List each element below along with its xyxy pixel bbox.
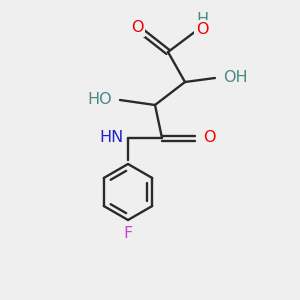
Text: O: O xyxy=(196,22,208,37)
Text: F: F xyxy=(123,226,133,242)
Text: H: H xyxy=(196,13,208,28)
Text: O: O xyxy=(131,20,143,35)
Text: HO: HO xyxy=(87,92,112,106)
Text: OH: OH xyxy=(223,70,248,85)
Text: HN: HN xyxy=(100,130,124,145)
Text: O: O xyxy=(203,130,215,146)
